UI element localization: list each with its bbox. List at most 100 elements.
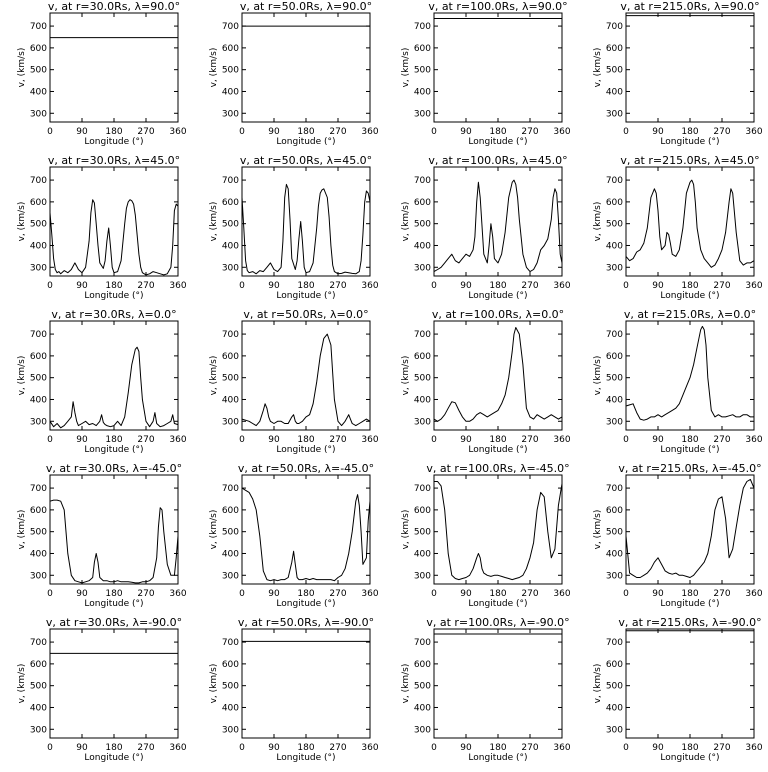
series-line — [49, 199, 179, 276]
x-axis-label: Longitude (°) — [276, 753, 335, 763]
panel-title: v, at r=30.0Rs, λ=-45.0° — [46, 462, 182, 475]
y-tick-label: 400 — [222, 241, 239, 251]
x-tick-label: 360 — [745, 435, 762, 445]
y-tick-label: 400 — [30, 87, 47, 97]
chart-panel-1: v, at r=30.0Rs, λ=90.0° 0 90 180 270 360 300 40… — [17, 0, 187, 147]
x-tick-label: 180 — [297, 743, 314, 753]
y-tick-label: 700 — [30, 638, 47, 648]
plot-frame — [625, 12, 755, 123]
x-tick-label: 180 — [297, 127, 314, 137]
x-tick-label: 180 — [489, 281, 506, 291]
plot-frame — [49, 12, 179, 123]
y-tick-label: 400 — [222, 549, 239, 559]
x-tick-label: 0 — [239, 127, 245, 137]
x-tick-label: 360 — [169, 743, 186, 753]
x-tick-label: 270 — [521, 127, 538, 137]
x-tick-label: 90 — [76, 743, 88, 753]
x-tick-label: 180 — [681, 743, 698, 753]
chart-panel-17: v, at r=30.0Rs, λ=-90.0° 0 90 180 270 360 300 4… — [17, 616, 187, 763]
y-axis-label: v, (km/s) — [593, 48, 603, 88]
x-tick-label: 270 — [137, 743, 154, 753]
y-tick-label: 700 — [414, 638, 431, 648]
y-tick-label: 600 — [606, 660, 623, 670]
y-tick-label: 300 — [30, 263, 47, 273]
x-tick-label: 180 — [297, 435, 314, 445]
y-tick-label: 700 — [414, 484, 431, 494]
x-tick-label: 180 — [105, 127, 122, 137]
x-tick-label: 180 — [105, 281, 122, 291]
y-axis-label: v, (km/s) — [209, 202, 219, 242]
x-tick-label: 0 — [431, 589, 437, 599]
x-axis-label: Longitude (°) — [84, 753, 143, 763]
y-tick-label: 400 — [30, 241, 47, 251]
x-axis-label: Longitude (°) — [660, 753, 719, 763]
y-tick-label: 700 — [414, 22, 431, 32]
y-tick-label: 700 — [414, 330, 431, 340]
y-tick-label: 500 — [414, 374, 431, 384]
chart-panel-10: v, at r=50.0Rs, λ=0.0° 0 90 180 270 360 300 400… — [209, 308, 379, 455]
y-tick-label: 400 — [30, 395, 47, 405]
x-axis-label: Longitude (°) — [84, 445, 143, 455]
y-axis-label: v, (km/s) — [593, 510, 603, 550]
panel-title: v, at r=30.0Rs, λ=-90.0° — [46, 616, 182, 629]
y-tick-label: 400 — [222, 87, 239, 97]
plot-frame — [241, 166, 371, 277]
x-axis-label: Longitude (°) — [84, 137, 143, 147]
plot-frame — [433, 166, 563, 277]
x-tick-label: 90 — [460, 743, 472, 753]
chart-panel-20: v, at r=215.0Rs, λ=-90.0° 0 90 180 270 360 300… — [593, 616, 763, 763]
x-tick-label: 0 — [623, 743, 629, 753]
plot-frame — [49, 628, 179, 739]
x-tick-label: 90 — [652, 435, 664, 445]
x-tick-label: 360 — [169, 589, 186, 599]
x-tick-label: 180 — [105, 589, 122, 599]
plot-frame — [241, 628, 371, 739]
x-tick-label: 90 — [268, 127, 280, 137]
y-tick-label: 700 — [606, 330, 623, 340]
x-tick-label: 360 — [169, 127, 186, 137]
y-axis-label: v, (km/s) — [17, 48, 27, 88]
x-tick-label: 270 — [137, 281, 154, 291]
plot-frame — [625, 474, 755, 585]
x-tick-label: 360 — [745, 127, 762, 137]
x-tick-label: 90 — [76, 127, 88, 137]
x-tick-label: 180 — [297, 589, 314, 599]
chart-panel-9: v, at r=30.0Rs, λ=0.0° 0 90 180 270 360 300 400… — [17, 308, 187, 455]
series-line — [241, 333, 371, 427]
x-tick-label: 360 — [361, 743, 378, 753]
y-tick-label: 700 — [222, 330, 239, 340]
x-tick-label: 0 — [239, 435, 245, 445]
x-tick-label: 270 — [329, 127, 346, 137]
y-tick-label: 600 — [30, 198, 47, 208]
y-tick-label: 600 — [222, 352, 239, 362]
x-axis-label: Longitude (°) — [468, 599, 527, 609]
y-tick-label: 500 — [606, 528, 623, 538]
plot-frame — [433, 12, 563, 123]
x-axis-label: Longitude (°) — [84, 599, 143, 609]
x-tick-label: 360 — [361, 589, 378, 599]
y-tick-label: 600 — [414, 660, 431, 670]
y-tick-label: 700 — [30, 22, 47, 32]
plot-frame — [625, 628, 755, 739]
panel-title: v, at r=100.0Rs, λ=-45.0° — [426, 462, 569, 475]
chart-panel-11: v, at r=100.0Rs, λ=0.0° 0 90 180 270 360 300 40… — [401, 308, 571, 455]
y-tick-label: 400 — [414, 549, 431, 559]
x-axis-label: Longitude (°) — [468, 137, 527, 147]
x-tick-label: 0 — [47, 743, 53, 753]
x-axis-label: Longitude (°) — [660, 137, 719, 147]
y-tick-label: 700 — [414, 176, 431, 186]
x-tick-label: 180 — [681, 281, 698, 291]
x-tick-label: 90 — [268, 435, 280, 445]
y-axis-label: v, (km/s) — [17, 510, 27, 550]
x-tick-label: 270 — [329, 435, 346, 445]
plot-frame — [433, 320, 563, 431]
y-tick-label: 300 — [414, 109, 431, 119]
x-tick-label: 360 — [553, 281, 570, 291]
y-tick-label: 300 — [606, 725, 623, 735]
x-tick-label: 270 — [713, 589, 730, 599]
y-tick-label: 500 — [414, 528, 431, 538]
y-tick-label: 600 — [222, 198, 239, 208]
y-tick-label: 700 — [606, 484, 623, 494]
y-tick-label: 300 — [30, 725, 47, 735]
y-axis-label: v, (km/s) — [209, 664, 219, 704]
